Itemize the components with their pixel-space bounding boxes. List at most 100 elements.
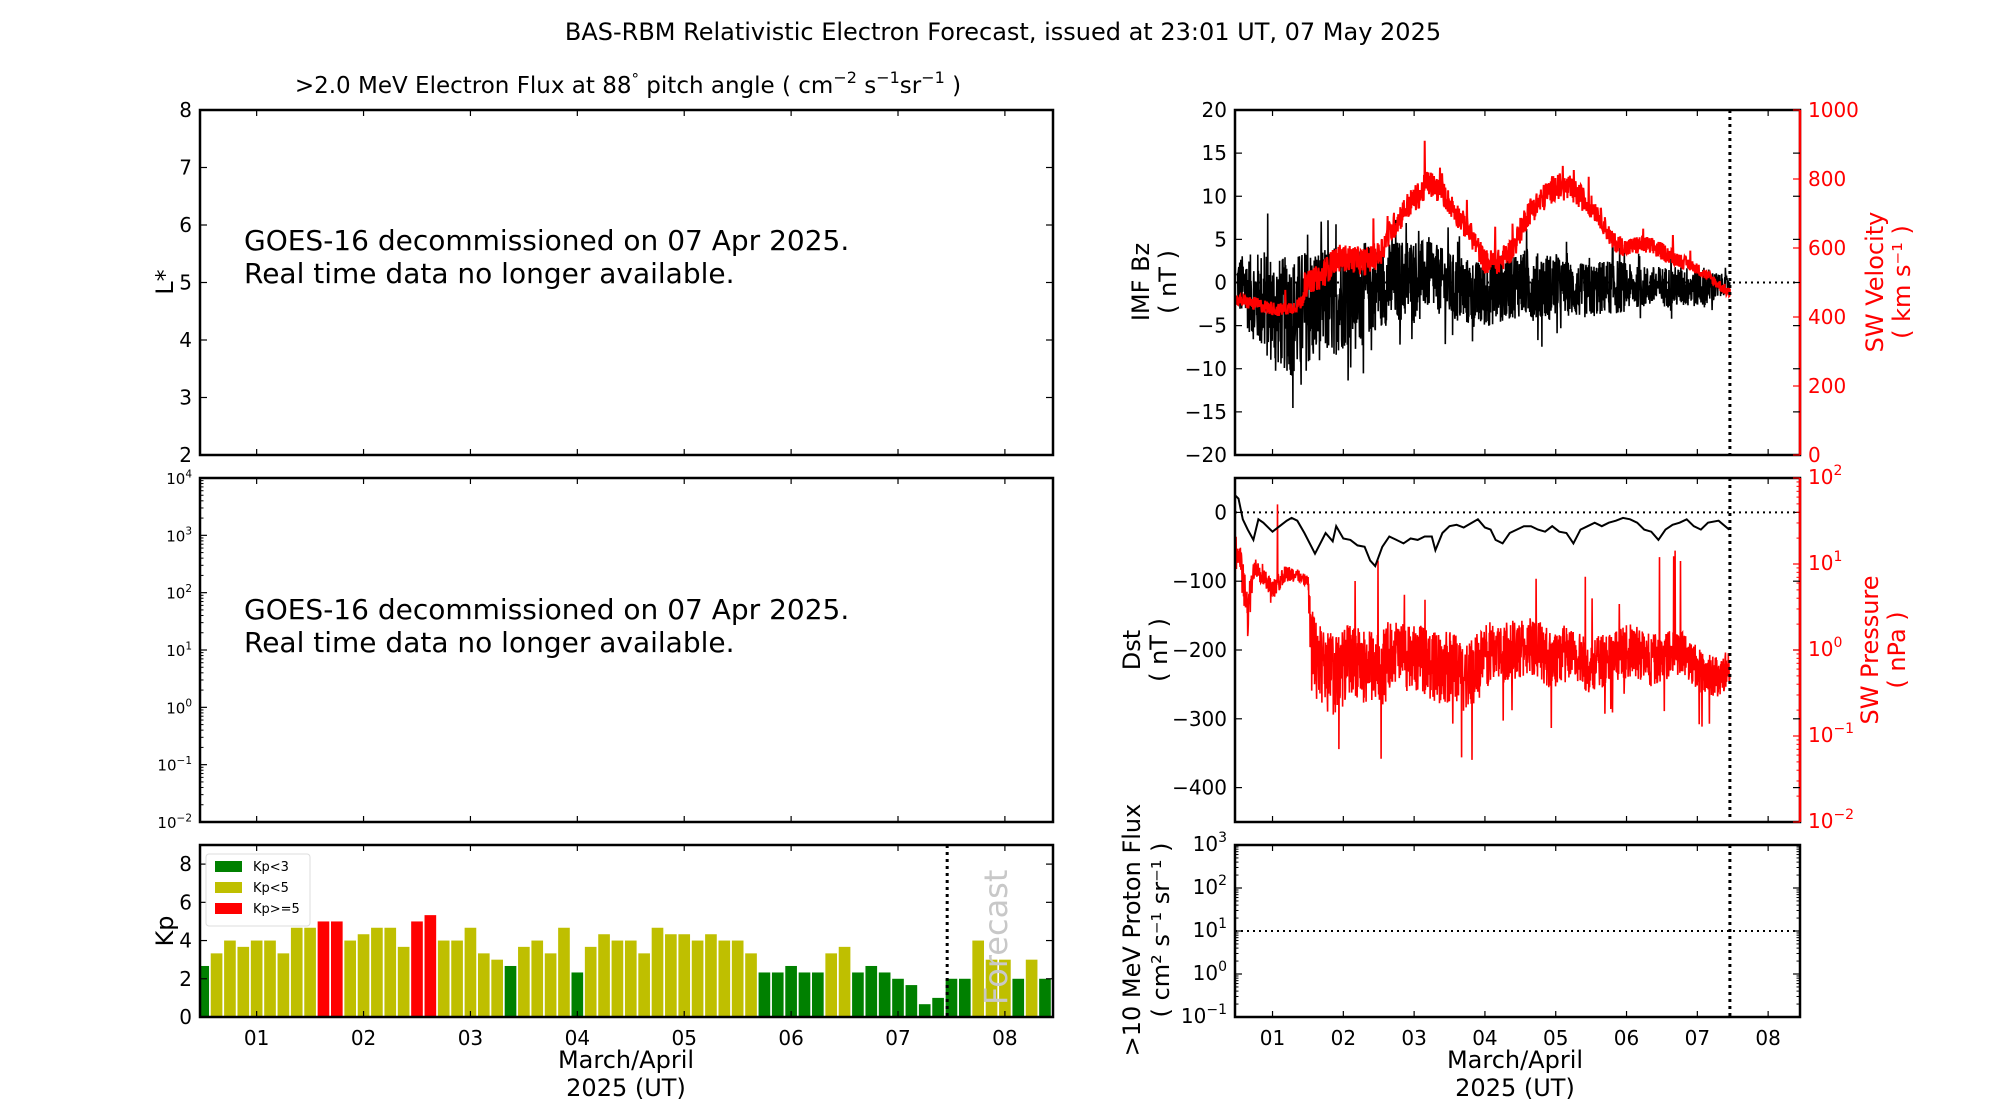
kp-bar [932,997,944,1017]
y-tick-label: 20 [1202,98,1227,122]
kp-bar [651,927,664,1017]
kp-bar [571,972,584,1017]
sw-velocity-ylabel-line1: SW Velocity [1861,212,1889,353]
kp-bar [477,953,490,1017]
x-tick-label: 03 [458,1026,483,1050]
kp-bar [1012,978,1025,1017]
y-tick-label: 101 [1808,549,1842,575]
y-tick-label: −100 [1172,569,1227,593]
lstar-axes: 2 3 4 5 6 7 8 [179,98,1055,467]
sw-velocity-line [1234,140,1731,317]
x-tick-label: 06 [778,1026,803,1050]
y-tick-label: 10 [1202,184,1227,208]
kp-ylabel: Kp [151,916,179,947]
kp-bar [210,953,223,1017]
kp-legend-swatch-yellow [215,882,242,893]
kp-xlabel-line2: 2025 (UT) [566,1074,686,1100]
goes-annotation-line1: GOES-16 decommissioned on 07 Apr 2025. [244,224,849,257]
x-tick-label: 07 [885,1026,910,1050]
kp-bar [424,915,437,1017]
y-tick-label: −400 [1172,776,1227,800]
x-tick-label: 06 [1614,1026,1639,1050]
kp-bar [1039,978,1051,1017]
y-tick-label: 102 [1808,463,1842,489]
kp-frame [198,843,1055,1019]
kp-bar [317,921,330,1017]
y-tick-label: −10 [1185,357,1227,381]
dst-ylabel-line1: Dst [1118,630,1146,670]
proton-xlabel-line1: March/April [1447,1046,1583,1074]
y-tick-label: 7 [179,156,192,180]
kp-legend-label-lt3: Kp<3 [253,860,289,875]
sw-pressure-ylabel-line1: SW Pressure [1856,575,1884,724]
kp-bar [852,972,864,1017]
y-tick-label: 102 [166,583,192,603]
kp-bar [598,934,610,1017]
kp-bar [544,953,557,1017]
y-tick-label: 0 [1808,443,1821,467]
x-tick-label: 01 [244,1026,269,1050]
kp-bar [558,927,570,1017]
y-tick-label: 103 [1193,830,1227,856]
y-tick-label: 800 [1808,167,1846,191]
kp-bar [798,972,811,1017]
y-tick-label: 6 [179,213,192,237]
imf-sw-data [1234,140,1800,409]
goes-annotation-line1: GOES-16 decommissioned on 07 Apr 2025. [244,593,849,626]
kp-bar [638,953,650,1017]
goes-annotation-line2: Real time data no longer available. [244,257,735,290]
kp-bar [371,927,383,1017]
forecast-label: Forecast [977,870,1015,1005]
kp-bar [584,946,597,1017]
proton-xtick-labels: 01 02 03 04 05 06 07 08 [1260,1026,1781,1050]
y-tick-label: 101 [1193,916,1227,942]
x-tick-label: 04 [565,1026,590,1050]
sw-velocity-ylabel-line2: ( km s⁻¹ ) [1888,225,1916,339]
panel-proton-flux: 10−1 100 101 102 103 >10 MeV Proton Flux ( c… [1118,804,1802,1100]
kp-bar [224,940,236,1017]
y-tick-label: 400 [1808,305,1846,329]
kp-legend-label-lt5: Kp<5 [253,881,289,896]
kp-bar [277,953,290,1017]
kp-bar [958,978,971,1017]
kp-legend: Kp<3 Kp<5 Kp>=5 [205,853,311,927]
kp-bar [397,946,410,1017]
y-tick-label: 15 [1202,141,1227,165]
dst-line [1234,494,1730,568]
y-tick-label: 101 [166,640,192,660]
y-tick-label: 0 [1214,271,1227,295]
panel-electron-flux-lstar: >2.0 MeV Electron Flux at 88° pitch angl… [151,68,1055,467]
kp-legend-swatch-green [215,861,242,872]
kp-bar [464,927,477,1017]
y-tick-label: −200 [1172,638,1227,662]
kp-bar [972,940,985,1017]
kp-bar [905,985,918,1017]
x-tick-label: 08 [992,1026,1017,1050]
y-tick-label: 0 [1214,500,1227,524]
y-tick-label: 4 [179,929,192,953]
kp-bar [665,934,677,1017]
kp-bar [825,953,838,1017]
kp-bar [411,921,423,1017]
y-tick-label: 104 [166,468,192,488]
y-tick-label: 2 [179,967,192,991]
panel-electron-flux-log: 10−2 10−1 100 101 102 103 104 GOES-16 decommis… [157,468,1055,832]
kp-bar [491,959,503,1017]
x-tick-label: 05 [671,1026,696,1050]
y-tick-label: 10−1 [1181,1002,1227,1028]
y-tick-label: 4 [179,328,192,352]
kp-bar [892,978,904,1017]
proton-ylabel-line1: >10 MeV Proton Flux [1118,804,1146,1057]
y-tick-label: 10−1 [157,755,192,775]
kp-bar [330,921,343,1017]
kp-axes: 0 2 4 6 8 [179,843,1055,1029]
proton-flux-axes: 10−1 100 101 102 103 [1181,830,1802,1028]
kp-xlabel-line1: March/April [558,1046,694,1074]
y-tick-label: 8 [179,98,192,122]
kp-bar [771,972,784,1017]
y-tick-label: 10−2 [157,812,192,832]
x-tick-label: 02 [351,1026,376,1050]
